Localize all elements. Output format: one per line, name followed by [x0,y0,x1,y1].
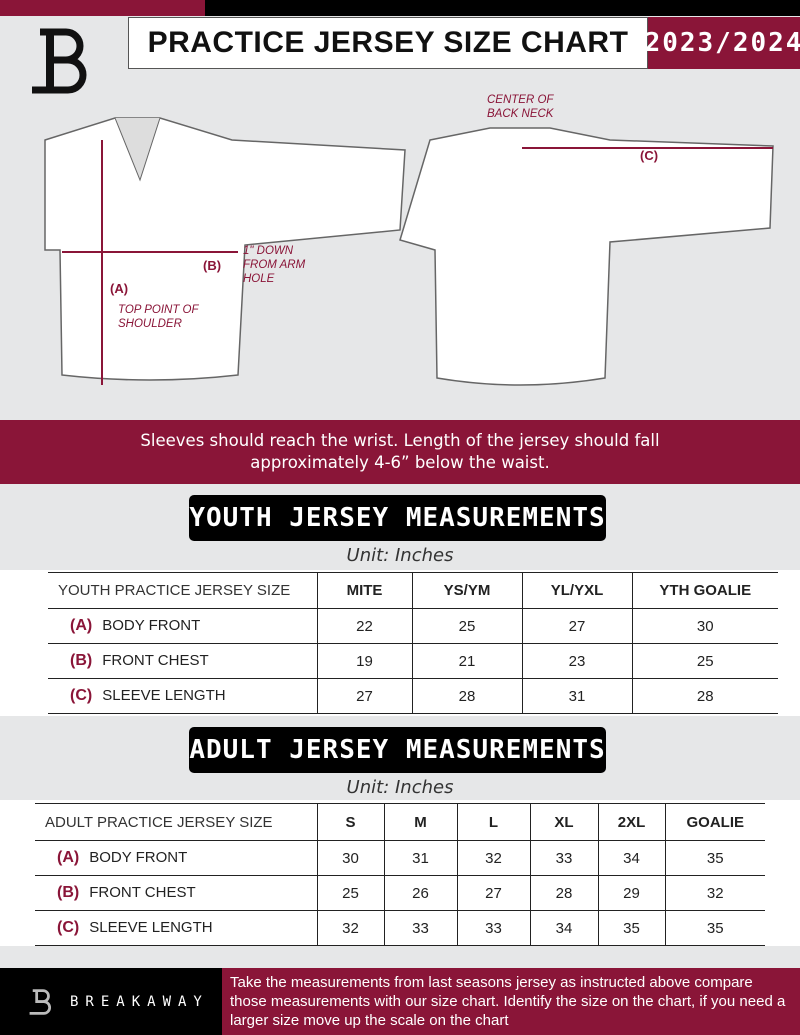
title-box: PRACTICE JERSEY SIZE CHART [128,17,648,69]
table-cell: 25 [411,608,522,644]
column-header: S [316,803,384,841]
top-accent-strip [0,0,205,16]
table-cell: 27 [521,608,632,644]
column-header: MITE [316,572,412,609]
table-cell: 22 [316,608,412,644]
column-header: 2XL [597,803,665,841]
table-cell: 32 [456,840,530,876]
table-row: (A) BODY FRONT 30 31 32 33 34 35 [35,840,765,876]
row-label: (C) SLEEVE LENGTH [48,678,317,714]
label-c: (C) [640,148,659,163]
measure-code: (A) [70,617,93,634]
top-black-strip [205,0,800,16]
season-box: 2023/2024 [644,17,800,69]
table-cell: 27 [316,678,412,714]
table-row: (C) SLEEVE LENGTH 27 28 31 28 [48,678,778,714]
table-cell: 21 [411,643,522,679]
table-cell: 31 [521,678,632,714]
table-cell: 35 [664,840,765,876]
table-cell: 32 [316,910,384,946]
table-cell: 35 [664,910,765,946]
measure-label: BODY FRONT [102,617,201,634]
column-header: GOALIE [664,803,765,841]
column-header: YS/YM [411,572,522,609]
table-cell: 25 [631,643,778,679]
brand-logo-small-icon [29,988,52,1015]
instruction-banner: Sleeves should reach the wrist. Length o… [0,420,800,484]
note-arm-hole: 1" DOWN FROM ARM HOLE [243,245,306,285]
label-b: (B) [203,258,222,273]
row-label: (B) FRONT CHEST [48,643,317,679]
page-title: PRACTICE JERSEY SIZE CHART [147,26,629,59]
brand-name: BREAKAWAY [70,993,209,1010]
adult-unit: Unit: Inches [346,777,454,798]
back-jersey-diagram [399,127,774,386]
measure-code: (B) [70,652,93,669]
row-label: (A) BODY FRONT [48,608,317,644]
measure-label: BODY FRONT [89,849,188,866]
table-cell: 34 [529,910,598,946]
table-cell: 31 [383,840,457,876]
table-cell: 27 [456,875,530,911]
note-top-shoulder: TOP POINT OF SHOULDER [118,304,199,330]
table-cell: 33 [383,910,457,946]
column-header: YTH GOALIE [631,572,778,609]
table-cell: 28 [529,875,598,911]
footer-brand: BREAKAWAY [0,968,222,1035]
measure-code: (C) [57,919,80,936]
table-cell: 33 [529,840,598,876]
table-cell: 28 [411,678,522,714]
row-label: (A) BODY FRONT [35,840,317,876]
table-cell: 34 [597,840,665,876]
table-cell: 25 [316,875,384,911]
front-jersey-diagram [44,117,406,385]
measure-label: FRONT CHEST [89,884,196,901]
column-header: L [456,803,530,841]
table-cell: 23 [521,643,632,679]
column-header: ADULT PRACTICE JERSEY SIZE [35,803,317,841]
label-a: (A) [110,281,129,296]
table-row: (A) BODY FRONT 22 25 27 30 [48,608,778,644]
table-cell: 33 [456,910,530,946]
youth-table: YOUTH PRACTICE JERSEY SIZE MITE YS/YM YL/YX… [48,572,778,714]
column-header: YL/YXL [521,572,632,609]
measure-label: SLEEVE LENGTH [89,919,213,936]
table-cell: 32 [664,875,765,911]
youth-heading: YOUTH JERSEY MEASUREMENTS [189,495,606,541]
measure-label: FRONT CHEST [102,652,209,669]
column-header: XL [529,803,598,841]
table-cell: 30 [631,608,778,644]
table-cell: 19 [316,643,412,679]
table-cell: 28 [631,678,778,714]
measure-code: (C) [70,687,93,704]
measure-code: (A) [57,849,80,866]
column-header: M [383,803,457,841]
table-cell: 30 [316,840,384,876]
column-header: YOUTH PRACTICE JERSEY SIZE [48,572,317,609]
row-label: (B) FRONT CHEST [35,875,317,911]
youth-unit: Unit: Inches [346,545,454,566]
adult-heading: ADULT JERSEY MEASUREMENTS [189,727,606,773]
measure-code: (B) [57,884,80,901]
measure-label: SLEEVE LENGTH [102,687,226,704]
banner-line-1: Sleeves should reach the wrist. Length o… [140,431,660,450]
footer-instructions: Take the measurements from last seasons … [222,968,800,1035]
banner-line-2: approximately 4-6” below the waist. [250,453,550,472]
season-label: 2023/2024 [644,28,800,58]
table-cell: 26 [383,875,457,911]
note-back-neck: CENTER OF BACK NECK [487,94,554,120]
table-row: (B) FRONT CHEST 25 26 27 28 29 32 [35,875,765,911]
table-row: (B) FRONT CHEST 19 21 23 25 [48,643,778,679]
table-cell: 35 [597,910,665,946]
adult-table: ADULT PRACTICE JERSEY SIZE S M L XL 2XL GOALIE… [35,803,765,946]
table-row: (C) SLEEVE LENGTH 32 33 33 34 35 35 [35,910,765,946]
brand-logo-icon [32,28,87,94]
row-label: (C) SLEEVE LENGTH [35,910,317,946]
table-cell: 29 [597,875,665,911]
